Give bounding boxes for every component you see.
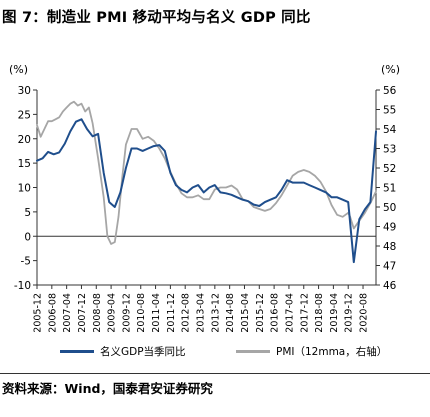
x-tick-label: 2010-08: [136, 293, 147, 333]
right-tick-label: 54: [383, 124, 397, 136]
left-tick-label: 25: [18, 109, 31, 121]
series-line-gdp: [36, 118, 377, 264]
left-axis-unit: (%): [9, 63, 29, 76]
x-tick-label: 2020-08: [359, 293, 370, 333]
x-tick-label: 2008-08: [92, 293, 103, 333]
right-tick-label: 51: [383, 183, 396, 195]
right-tick-label: 53: [383, 144, 396, 156]
right-tick-label: 52: [383, 163, 396, 175]
right-tick-label: 47: [383, 261, 396, 273]
x-tick-label: 2015-12: [255, 293, 266, 333]
x-tick-label: 2013-04: [196, 293, 207, 333]
right-tick-label: 55: [383, 105, 396, 117]
left-tick-label: 10: [18, 183, 31, 195]
legend-pmi-label: PMI（12mma，右轴）: [276, 346, 388, 358]
left-tick-label: 30: [18, 85, 31, 97]
legend-pmi-swatch: [236, 350, 270, 353]
legend-gdp: 名义GDP当季同比: [60, 344, 186, 359]
series-line-pmi: [36, 100, 377, 245]
left-tick-label: 0: [24, 231, 31, 243]
source-divider: [0, 373, 430, 374]
x-tick-label: 2015-04: [240, 293, 251, 333]
right-tick-label: 49: [383, 222, 396, 234]
x-tick-label: 2013-12: [210, 293, 221, 333]
x-tick-label: 2017-04: [284, 293, 295, 333]
x-tick-label: 2011-12: [166, 293, 177, 333]
x-tick-label: 2009-12: [121, 293, 132, 333]
legend-gdp-label: 名义GDP当季同比: [100, 346, 186, 358]
x-tick-label: 2007-04: [62, 293, 73, 333]
x-tick-label: 2016-08: [270, 293, 281, 333]
right-tick-label: 50: [383, 202, 396, 214]
legend-pmi: PMI（12mma，右轴）: [236, 344, 387, 359]
right-tick-label: 46: [383, 280, 397, 292]
x-tick-label: 2007-12: [77, 293, 88, 333]
right-axis-unit: (%): [381, 63, 401, 76]
right-tick-label: 48: [383, 241, 396, 253]
left-tick-label: -5: [21, 256, 31, 268]
figure-title: 图 7：制造业 PMI 移动平均与名义 GDP 同比: [2, 10, 311, 26]
legend-gdp-swatch: [60, 350, 94, 353]
x-tick-label: 2006-08: [47, 293, 58, 333]
x-tick-label: 2009-04: [107, 293, 118, 333]
left-tick-label: 5: [24, 207, 31, 219]
x-tick-label: 2018-08: [314, 293, 325, 333]
x-tick-label: 2017-12: [299, 293, 310, 333]
right-tick-label: 56: [383, 85, 397, 97]
left-tick-label: 15: [18, 158, 31, 170]
x-tick-label: 2012-08: [181, 293, 192, 333]
x-tick-label: 2019-04: [329, 293, 340, 333]
x-tick-label: 2019-12: [344, 293, 355, 333]
x-tick-label: 2005-12: [33, 293, 44, 333]
left-tick-label: -10: [14, 280, 31, 292]
source-note: 资料来源：Wind，国泰君安证券研究: [2, 381, 213, 396]
x-tick-label: 2014-08: [225, 293, 236, 333]
x-tick-label: 2011-04: [151, 293, 162, 333]
left-tick-label: 20: [18, 134, 31, 146]
